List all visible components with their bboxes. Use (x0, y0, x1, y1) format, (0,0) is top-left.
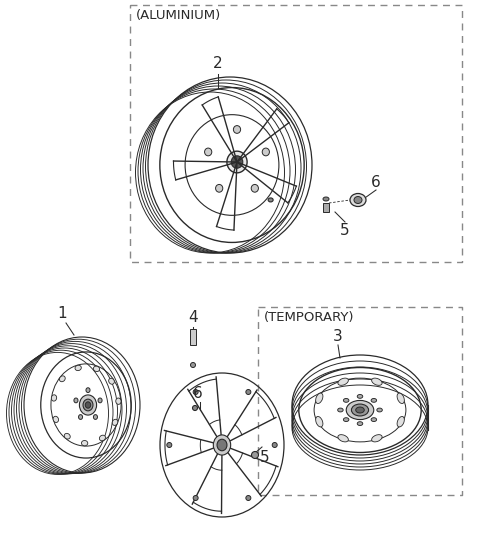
Ellipse shape (338, 434, 348, 442)
Ellipse shape (354, 197, 362, 203)
Ellipse shape (346, 400, 374, 419)
Ellipse shape (262, 148, 269, 156)
Ellipse shape (213, 435, 231, 455)
Ellipse shape (356, 407, 364, 413)
Text: (TEMPORARY): (TEMPORARY) (264, 311, 355, 324)
Ellipse shape (377, 408, 383, 412)
Ellipse shape (193, 389, 198, 394)
Ellipse shape (252, 452, 259, 458)
Ellipse shape (337, 408, 343, 412)
Bar (323, 203, 329, 212)
Ellipse shape (192, 405, 197, 411)
Ellipse shape (343, 398, 349, 402)
Text: 6: 6 (371, 174, 381, 189)
Ellipse shape (86, 388, 90, 393)
Ellipse shape (371, 418, 377, 422)
Ellipse shape (316, 393, 323, 403)
Ellipse shape (79, 414, 83, 419)
Ellipse shape (75, 365, 81, 370)
Bar (190, 329, 196, 345)
Ellipse shape (53, 416, 59, 422)
Ellipse shape (227, 151, 247, 173)
Text: 4: 4 (188, 310, 198, 325)
Ellipse shape (108, 378, 114, 384)
Ellipse shape (371, 398, 377, 402)
Ellipse shape (82, 441, 88, 446)
Ellipse shape (251, 184, 258, 192)
Ellipse shape (51, 395, 57, 401)
Ellipse shape (216, 184, 223, 192)
Ellipse shape (246, 389, 251, 394)
Ellipse shape (98, 398, 102, 403)
Ellipse shape (268, 198, 273, 202)
Ellipse shape (79, 395, 96, 415)
Ellipse shape (372, 434, 382, 442)
Text: 5: 5 (340, 222, 350, 237)
Ellipse shape (233, 125, 240, 133)
Ellipse shape (343, 418, 349, 422)
Ellipse shape (191, 363, 195, 368)
Ellipse shape (204, 148, 212, 156)
Ellipse shape (357, 394, 363, 398)
Ellipse shape (74, 398, 78, 403)
Ellipse shape (94, 366, 100, 372)
Ellipse shape (350, 193, 366, 207)
Ellipse shape (231, 156, 243, 168)
Ellipse shape (167, 442, 172, 447)
Text: 3: 3 (333, 329, 343, 344)
Ellipse shape (99, 435, 106, 441)
Ellipse shape (60, 376, 65, 382)
Ellipse shape (193, 496, 198, 501)
Ellipse shape (323, 197, 329, 201)
Text: (ALUMINIUM): (ALUMINIUM) (136, 9, 221, 22)
Ellipse shape (85, 402, 91, 408)
Ellipse shape (397, 417, 404, 427)
Ellipse shape (351, 404, 369, 416)
Text: 5: 5 (260, 451, 270, 466)
Ellipse shape (116, 398, 121, 404)
Ellipse shape (64, 433, 70, 439)
Text: 6: 6 (193, 387, 203, 402)
Ellipse shape (372, 378, 382, 385)
Text: 1: 1 (57, 305, 67, 320)
Ellipse shape (357, 422, 363, 426)
Ellipse shape (316, 417, 323, 427)
Ellipse shape (217, 439, 227, 451)
Ellipse shape (397, 393, 404, 403)
Ellipse shape (112, 419, 118, 426)
Ellipse shape (94, 414, 97, 419)
Ellipse shape (272, 442, 277, 447)
Text: 2: 2 (213, 56, 223, 71)
Ellipse shape (246, 496, 251, 501)
Ellipse shape (338, 378, 348, 385)
Ellipse shape (83, 399, 93, 411)
